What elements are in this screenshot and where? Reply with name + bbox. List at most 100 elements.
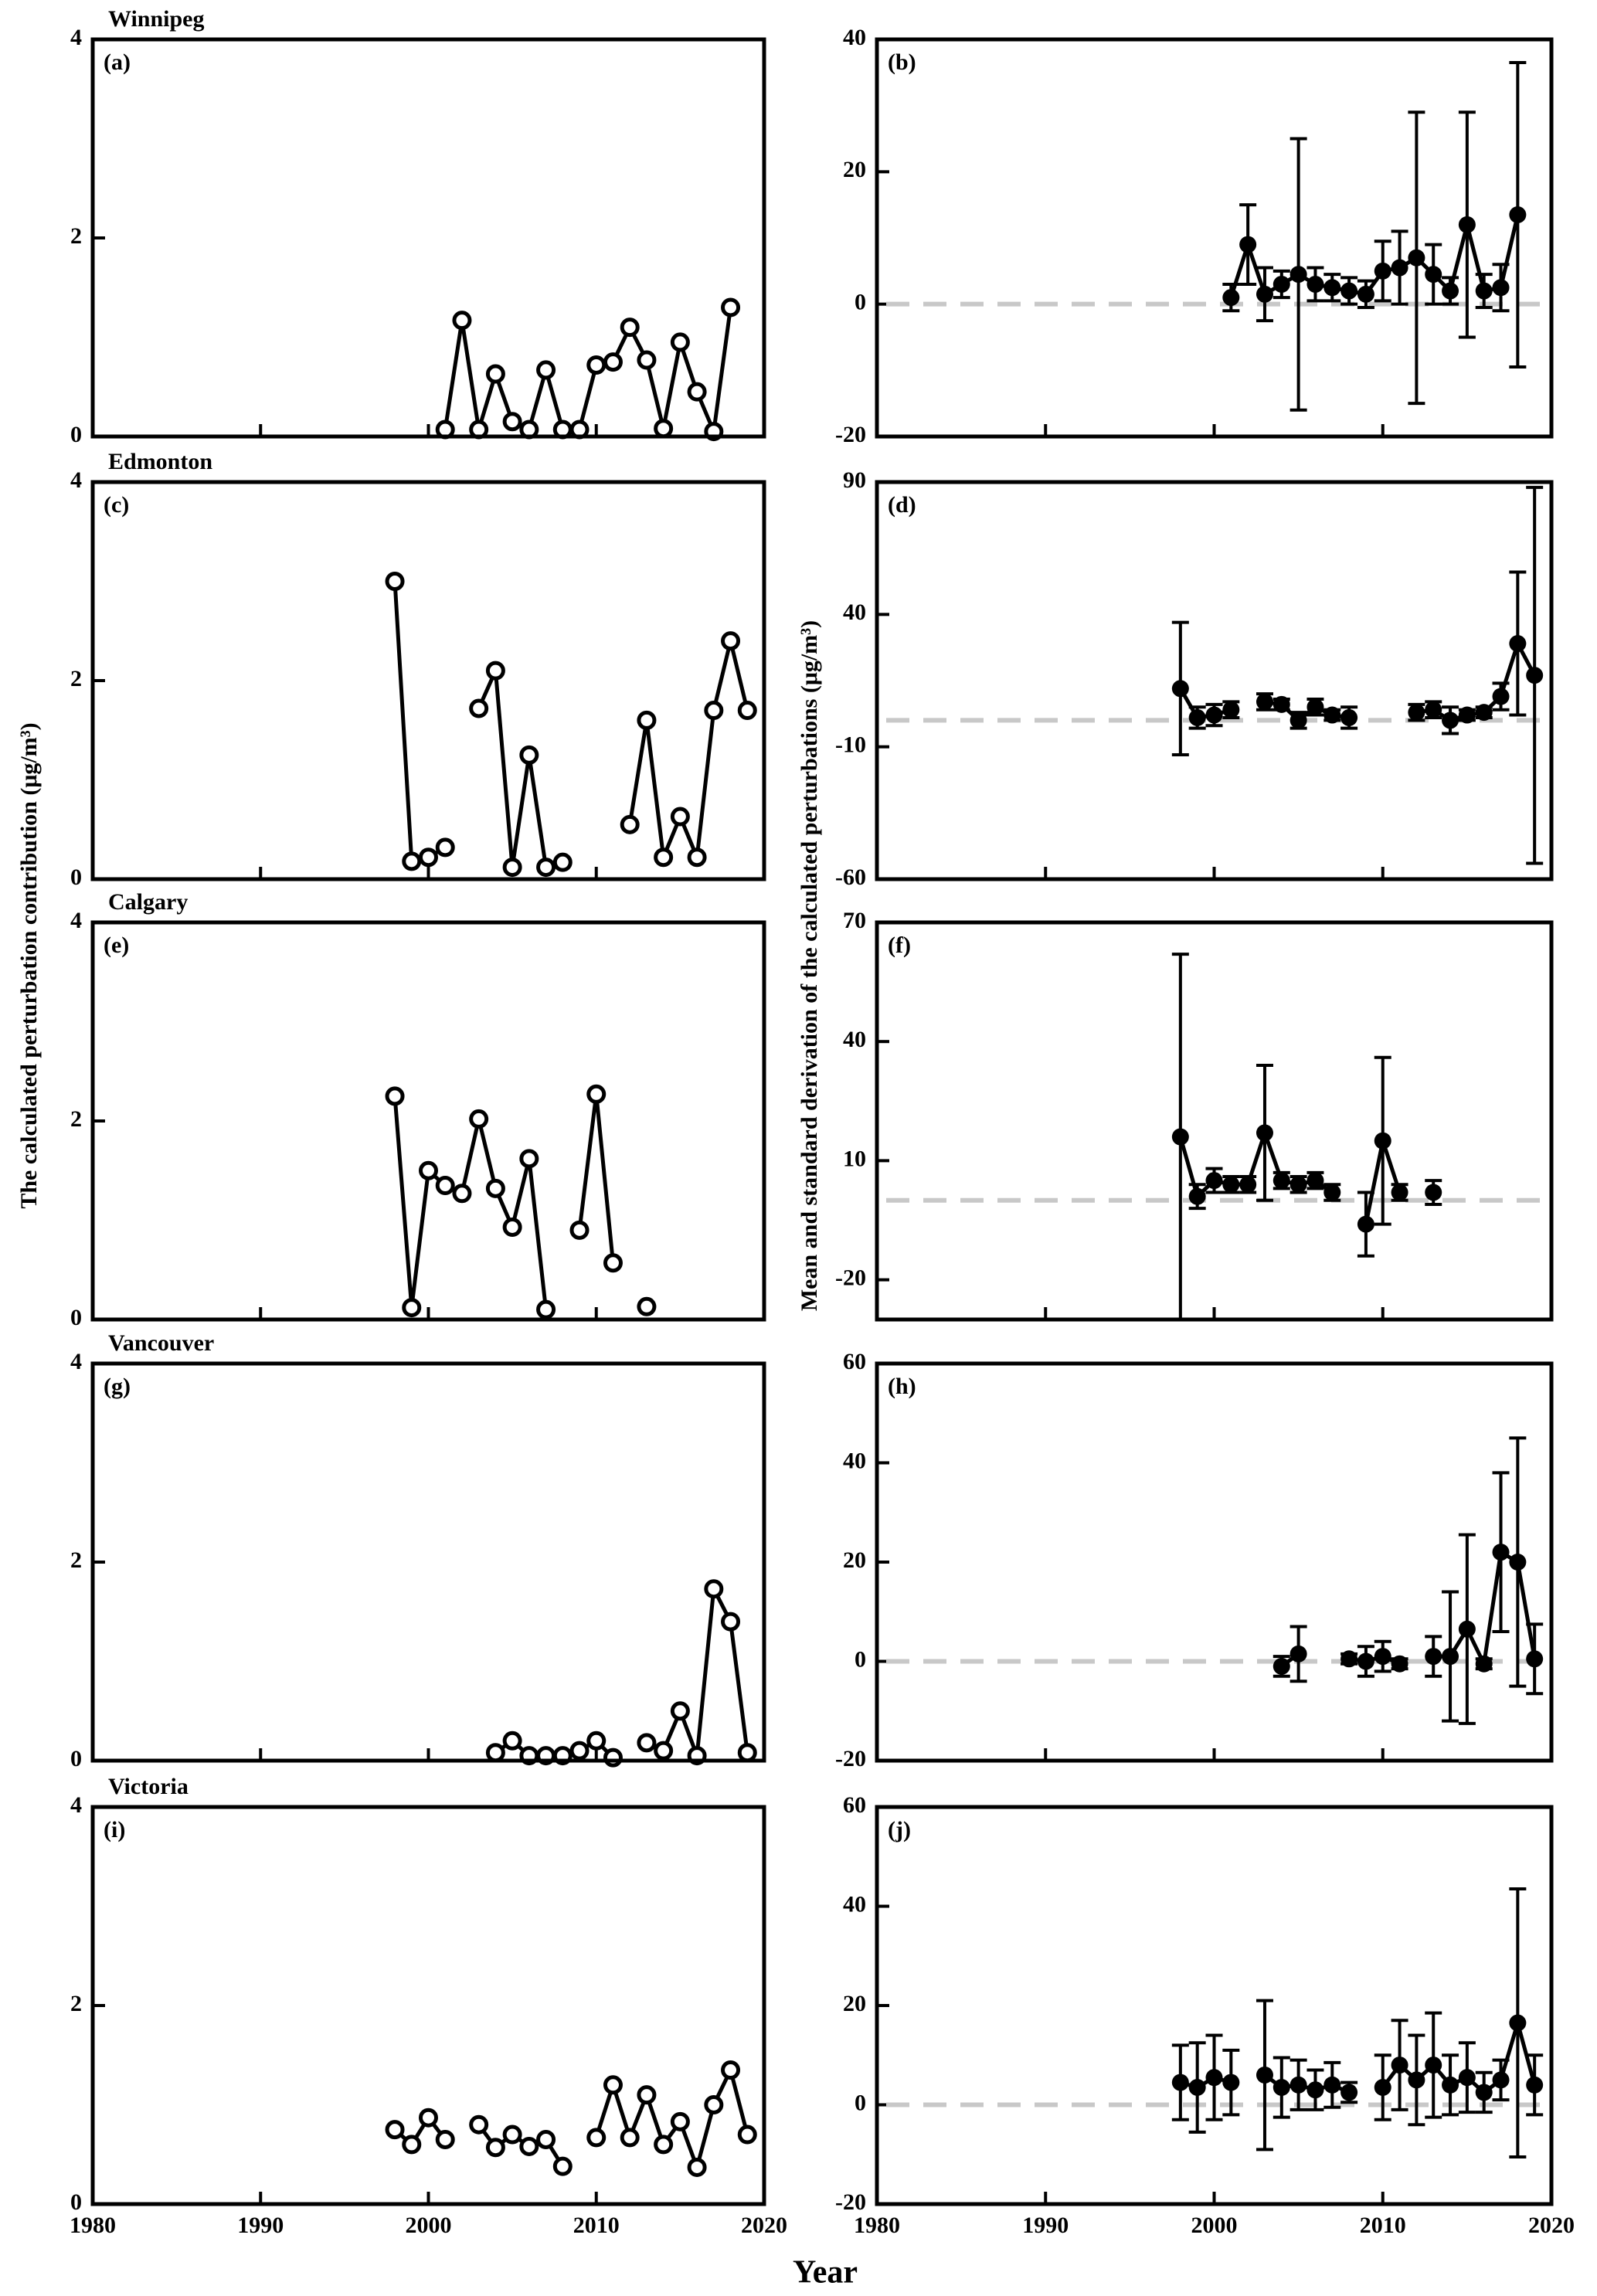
marker	[1306, 275, 1324, 293]
marker	[1256, 693, 1273, 711]
panel-title: Edmonton	[108, 449, 212, 474]
marker	[1323, 1184, 1341, 1201]
y-tick-label: 2	[70, 666, 82, 691]
panel-title: Victoria	[108, 1774, 189, 1799]
y-tick-label: -20	[835, 1265, 866, 1290]
marker	[721, 2060, 741, 2080]
marker	[1374, 1132, 1391, 1150]
marker	[1357, 1652, 1374, 1670]
marker	[1425, 1184, 1442, 1201]
marker	[620, 318, 640, 338]
marker	[569, 1220, 590, 1240]
y-axis-title: The calculated perturbation contribution…	[16, 722, 42, 1208]
marker	[385, 572, 405, 591]
marker	[1509, 635, 1527, 653]
series-line	[494, 1587, 749, 1759]
y-tick-label: 0	[855, 290, 866, 315]
panel-label: (i)	[104, 1817, 125, 1843]
plot-frame	[90, 480, 766, 881]
marker	[485, 364, 505, 384]
marker	[385, 1086, 405, 1106]
marker	[704, 701, 724, 721]
plot-frame	[90, 920, 766, 1322]
y-tick-label: 20	[843, 157, 866, 182]
marker	[1171, 1128, 1189, 1146]
y-tick-label: 0	[70, 2189, 82, 2215]
marker	[485, 1743, 505, 1763]
marker	[1442, 1648, 1459, 1666]
marker	[1509, 2014, 1527, 2032]
y-tick-label: 90	[843, 467, 866, 493]
marker	[1306, 2081, 1324, 2099]
y-tick-label: 40	[843, 1027, 866, 1052]
marker	[721, 297, 741, 318]
marker	[1425, 266, 1442, 284]
marker	[586, 1730, 607, 1751]
marker	[519, 745, 539, 765]
marker	[670, 2111, 690, 2131]
marker	[1408, 2071, 1425, 2089]
y-tick-label: 4	[70, 1792, 82, 1818]
marker	[402, 2135, 422, 2155]
x-tick-label: 2020	[741, 2213, 787, 2238]
marker	[1526, 667, 1544, 684]
marker	[1391, 1655, 1408, 1673]
y-tick-label: 0	[855, 2090, 866, 2115]
marker	[419, 1160, 438, 1180]
marker	[704, 1579, 724, 1599]
y-tick-label: 0	[70, 1746, 82, 1771]
x-tick-label: 1990	[237, 2213, 284, 2238]
panel-label: (a)	[104, 49, 131, 75]
marker	[721, 631, 741, 651]
marker	[1492, 2071, 1510, 2089]
marker	[1391, 2057, 1408, 2074]
x-axis-title: Year	[793, 2255, 858, 2291]
marker	[536, 2129, 556, 2149]
marker	[1458, 706, 1476, 724]
marker	[1306, 1172, 1324, 1190]
y-tick-label: 0	[70, 422, 82, 447]
series-line	[1280, 1550, 1537, 1668]
y-tick-label: 60	[843, 1792, 866, 1818]
marker	[502, 1730, 522, 1751]
marker	[1273, 275, 1290, 293]
marker	[1256, 285, 1273, 303]
marker	[654, 419, 674, 439]
marker	[1442, 2076, 1459, 2094]
marker	[1475, 2084, 1493, 2101]
y-tick-label: 40	[843, 25, 866, 50]
marker	[637, 1296, 657, 1316]
series-line	[392, 581, 749, 870]
marker	[1442, 282, 1459, 300]
marker	[620, 814, 640, 834]
marker	[586, 1084, 607, 1104]
panel-label: (g)	[104, 1374, 131, 1399]
marker	[1239, 1176, 1257, 1194]
y-tick-label: 10	[843, 1146, 866, 1171]
marker	[1205, 1172, 1223, 1190]
marker	[1526, 1650, 1544, 1668]
marker	[704, 2095, 724, 2114]
marker	[552, 852, 573, 872]
plot-frame	[875, 37, 1554, 439]
marker	[1357, 1215, 1374, 1233]
marker	[1475, 282, 1493, 300]
y-tick-label: -20	[835, 1746, 866, 1771]
marker	[1205, 2069, 1223, 2087]
plot-frame	[875, 920, 1554, 1322]
y-tick-label: 0	[855, 1646, 866, 1672]
marker	[1289, 1176, 1307, 1194]
plot-frame	[875, 1361, 1554, 1763]
marker	[1408, 249, 1425, 267]
marker	[1357, 285, 1374, 303]
marker	[1374, 2079, 1391, 2097]
marker	[1188, 1187, 1206, 1205]
marker	[586, 2128, 607, 2148]
marker	[1171, 680, 1189, 698]
marker	[637, 710, 657, 730]
marker	[1188, 2079, 1206, 2097]
marker	[1458, 216, 1476, 233]
y-axis-title: Mean and standard derivation of the calc…	[797, 620, 822, 1311]
